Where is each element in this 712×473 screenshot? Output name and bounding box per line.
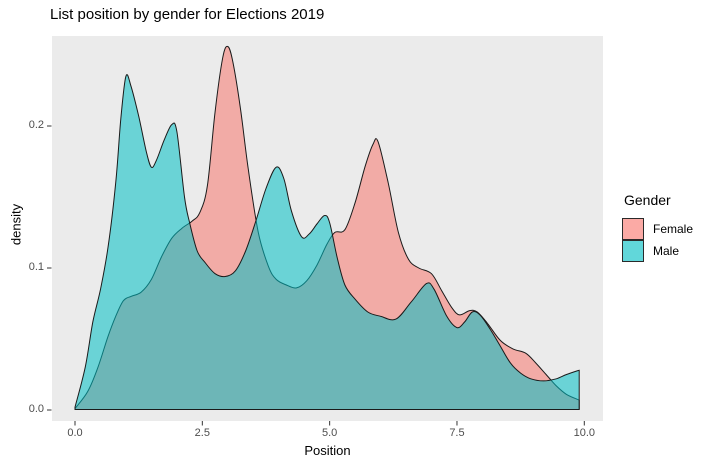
x-tick-label: 10.0 — [573, 427, 595, 439]
legend-swatch-male — [622, 240, 644, 262]
legend-entry-female: Female — [622, 218, 693, 240]
legend-title: Gender — [624, 192, 671, 208]
legend-label: Male — [653, 244, 680, 258]
y-tick-label: 0.0 — [28, 403, 44, 415]
y-tick-label: 0.1 — [28, 261, 44, 273]
x-tick-label: 0.0 — [67, 427, 83, 439]
legend: Gender Female Male — [622, 192, 693, 262]
y-axis-title: density — [8, 203, 24, 246]
legend-entries: Female Male — [622, 218, 693, 262]
x-tick-label: 2.5 — [194, 427, 210, 439]
legend-entry-male: Male — [622, 240, 693, 262]
plot-title: List position by gender for Elections 20… — [50, 6, 325, 23]
legend-swatch-female — [622, 218, 644, 240]
density-area-male — [74, 74, 580, 410]
x-tick-label: 7.5 — [449, 427, 465, 439]
x-axis-title: Position — [304, 443, 351, 458]
y-tick-label: 0.2 — [28, 119, 44, 131]
legend-label: Female — [653, 222, 694, 236]
x-tick-label: 5.0 — [321, 427, 338, 439]
